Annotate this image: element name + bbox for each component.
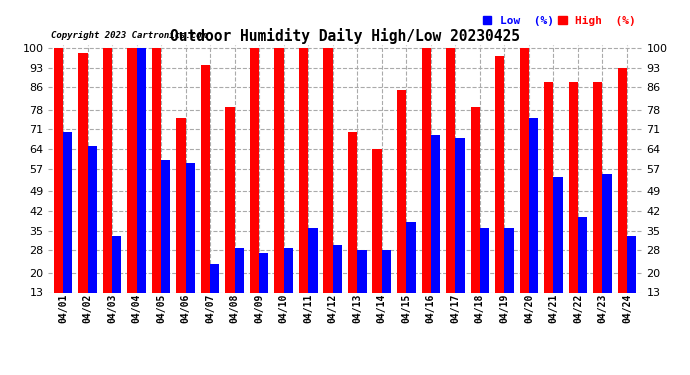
Bar <box>299 48 308 329</box>
Bar <box>259 253 268 329</box>
Bar <box>161 160 170 329</box>
Bar <box>152 48 161 329</box>
Bar <box>397 90 406 329</box>
Bar <box>593 82 602 329</box>
Bar <box>553 177 563 329</box>
Bar <box>569 82 578 329</box>
Bar <box>201 64 210 329</box>
Bar <box>471 107 480 329</box>
Bar <box>520 48 529 329</box>
Text: Copyright 2023 Cartronics.com: Copyright 2023 Cartronics.com <box>51 31 207 40</box>
Bar <box>544 82 553 329</box>
Bar <box>333 245 342 329</box>
Bar <box>54 48 63 329</box>
Bar <box>127 48 137 329</box>
Title: Outdoor Humidity Daily High/Low 20230425: Outdoor Humidity Daily High/Low 20230425 <box>170 28 520 44</box>
Bar <box>529 118 538 329</box>
Bar <box>88 146 97 329</box>
Bar <box>324 48 333 329</box>
Bar <box>235 248 244 329</box>
Bar <box>275 48 284 329</box>
Bar <box>112 236 121 329</box>
Bar <box>446 48 455 329</box>
Bar <box>308 228 317 329</box>
Bar <box>431 135 440 329</box>
Bar <box>495 56 504 329</box>
Bar <box>177 118 186 329</box>
Bar <box>455 138 464 329</box>
Bar <box>480 228 489 329</box>
Bar <box>602 174 612 329</box>
Bar <box>578 217 587 329</box>
Bar <box>284 248 293 329</box>
Bar <box>137 48 146 329</box>
Bar <box>382 251 391 329</box>
Bar <box>103 48 112 329</box>
Bar <box>618 68 627 329</box>
Bar <box>504 228 513 329</box>
Bar <box>78 54 88 329</box>
Bar <box>627 236 636 329</box>
Bar <box>406 222 415 329</box>
Bar <box>250 48 259 329</box>
Bar <box>348 132 357 329</box>
Bar <box>226 107 235 329</box>
Bar <box>186 163 195 329</box>
Bar <box>210 264 219 329</box>
Bar <box>357 251 366 329</box>
Legend: Low  (%), High  (%): Low (%), High (%) <box>482 16 636 26</box>
Bar <box>63 132 72 329</box>
Bar <box>422 48 431 329</box>
Bar <box>373 149 382 329</box>
